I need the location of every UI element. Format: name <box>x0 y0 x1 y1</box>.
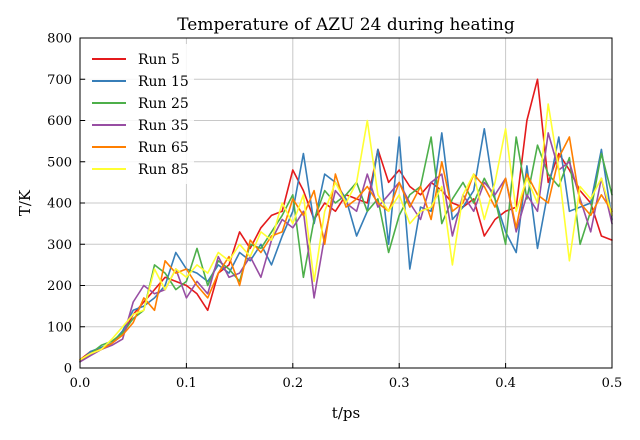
series-lines <box>79 78 613 363</box>
axis-ticks: 0.0 0.1 0.2 0.3 0.4 0.5 0 100 200 300 400 500 600 700… <box>47 32 622 392</box>
x-axis-label: t/ps <box>332 404 360 422</box>
x-tick-label: 0.0 <box>70 376 91 391</box>
y-tick-label: 200 <box>47 279 72 294</box>
legend-label: Run 65 <box>138 140 189 156</box>
legend: Run 5 Run 15 Run 25 Run 35 Run 65 Run 85 <box>86 44 194 184</box>
x-tick-label: 0.5 <box>602 376 623 391</box>
y-tick-label: 400 <box>47 197 72 212</box>
y-tick-label: 0 <box>64 362 72 377</box>
legend-label: Run 5 <box>138 52 180 68</box>
legend-label: Run 15 <box>138 74 189 90</box>
y-tick-label: 600 <box>47 114 72 129</box>
y-tick-label: 700 <box>47 73 72 88</box>
series-line-run-85 <box>79 103 613 361</box>
x-tick-label: 0.2 <box>282 376 303 391</box>
y-tick-label: 300 <box>47 238 72 253</box>
chart-title: Temperature of AZU 24 during heating <box>177 15 515 35</box>
y-tick-label: 500 <box>47 155 72 170</box>
series-line-run-65 <box>79 136 613 361</box>
x-tick-label: 0.4 <box>495 376 516 391</box>
legend-label: Run 35 <box>138 118 189 134</box>
legend-label: Run 85 <box>138 162 189 178</box>
y-tick-label: 100 <box>47 320 72 335</box>
legend-label: Run 25 <box>138 96 189 112</box>
series-line-run-25 <box>79 136 613 363</box>
y-axis-label: T/K <box>16 189 34 216</box>
x-tick-label: 0.3 <box>389 376 410 391</box>
y-tick-label: 800 <box>47 32 72 47</box>
legend-box <box>86 44 194 184</box>
x-tick-label: 0.1 <box>176 376 197 391</box>
